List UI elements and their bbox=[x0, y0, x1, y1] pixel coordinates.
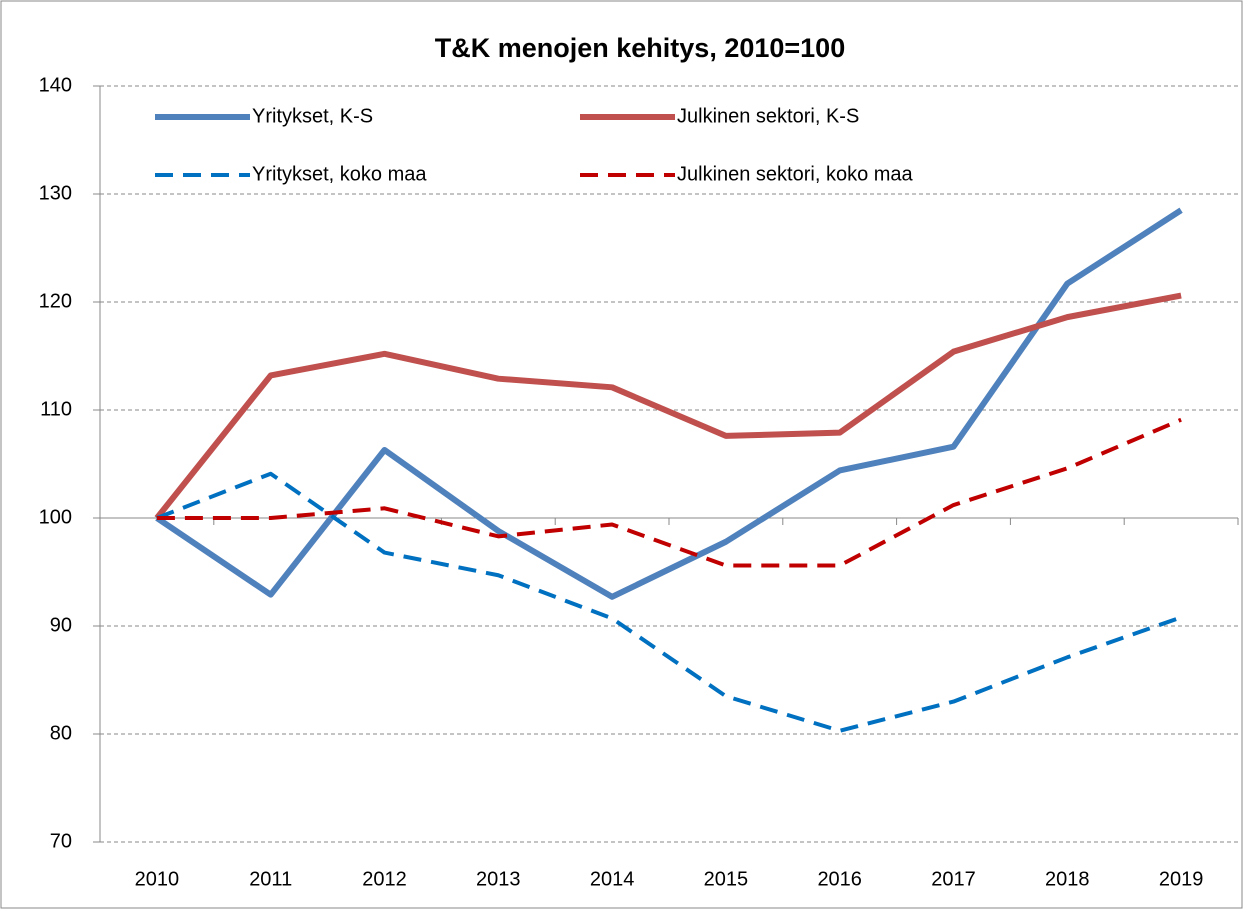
legend-label: Julkinen sektori, K-S bbox=[677, 105, 859, 127]
x-tick-label: 2015 bbox=[704, 868, 749, 890]
x-tick-label: 2018 bbox=[1045, 868, 1090, 890]
x-tick-label: 2011 bbox=[249, 868, 292, 890]
series-line bbox=[156, 417, 1182, 568]
y-tick-label: 90 bbox=[50, 614, 72, 636]
x-tick-label: 2012 bbox=[362, 868, 407, 890]
legend-label: Yritykset, K-S bbox=[252, 105, 373, 127]
legend-label: Yritykset, koko maa bbox=[252, 163, 427, 185]
y-tick-label: 130 bbox=[39, 182, 72, 204]
chart-title: T&K menojen kehitys, 2010=100 bbox=[435, 33, 845, 63]
series-line bbox=[154, 292, 1182, 520]
y-tick-label: 140 bbox=[39, 74, 72, 96]
x-tick-label: 2019 bbox=[1159, 868, 1204, 890]
y-tick-label: 80 bbox=[50, 722, 72, 744]
x-tick-label: 2013 bbox=[476, 868, 521, 890]
y-tick-label: 120 bbox=[39, 290, 72, 312]
y-tick-label: 70 bbox=[50, 830, 72, 852]
x-tick-label: 2017 bbox=[931, 868, 976, 890]
series-line bbox=[156, 471, 1182, 733]
y-tick-label: 110 bbox=[40, 398, 72, 420]
x-tick-label: 2014 bbox=[590, 868, 635, 890]
series-line bbox=[155, 207, 1183, 600]
x-tick-label: 2016 bbox=[817, 868, 862, 890]
x-tick-label: 2010 bbox=[135, 868, 180, 890]
y-tick-label: 100 bbox=[39, 506, 72, 528]
legend-label: Julkinen sektori, koko maa bbox=[677, 163, 914, 185]
